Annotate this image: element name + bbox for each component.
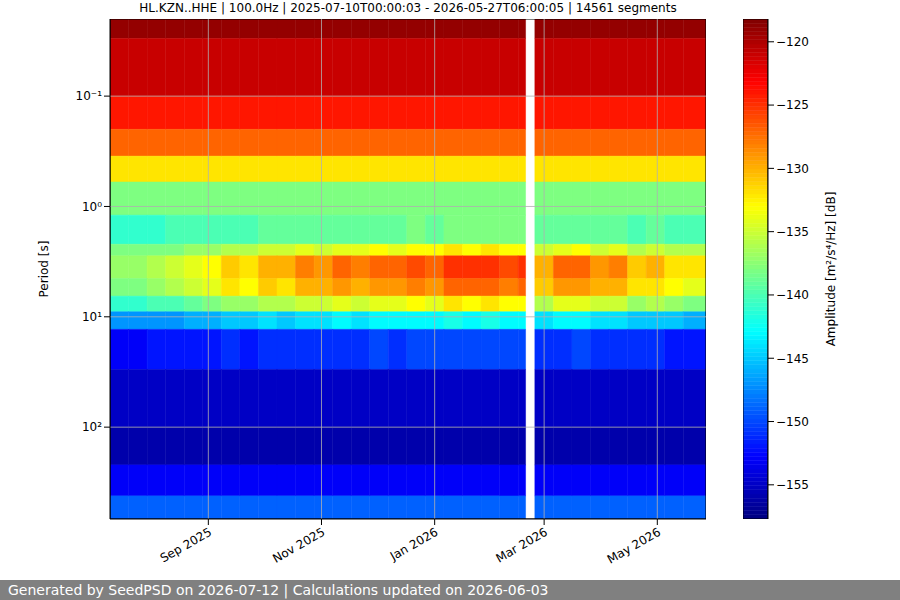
- svg-text:10²: 10²: [82, 420, 102, 434]
- svg-text:10⁻¹: 10⁻¹: [76, 89, 103, 103]
- svg-text:10⁰: 10⁰: [82, 200, 102, 214]
- html-text:Generated by SeedPSD on 2026-0: Generated by SeedPSD on 2026-07-12 | Cal…: [8, 582, 549, 598]
- svg-text:Nov 2025: Nov 2025: [270, 525, 327, 566]
- svg-text:10¹: 10¹: [82, 310, 102, 324]
- svg-text:−130: −130: [776, 162, 809, 176]
- svg-text:−140: −140: [776, 288, 809, 302]
- svg-text:Jan 2026: Jan 2026: [387, 525, 441, 564]
- svg-text:Sep 2025: Sep 2025: [158, 525, 214, 566]
- svg-text:−155: −155: [776, 478, 809, 492]
- svg-text:−125: −125: [776, 98, 809, 112]
- svg-text:Period [s]: Period [s]: [37, 241, 51, 298]
- svg-text:−135: −135: [776, 225, 809, 239]
- svg-text:Mar 2026: Mar 2026: [494, 525, 550, 566]
- svg-text:−150: −150: [776, 415, 809, 429]
- svg-text:−120: −120: [776, 35, 809, 49]
- html-text:Amplitude [m²/s⁴/Hz] [dB]: Amplitude [m²/s⁴/Hz] [dB]: [824, 191, 838, 347]
- svg-text:May 2026: May 2026: [605, 525, 663, 567]
- svg-text:−145: −145: [776, 352, 809, 366]
- html-text:HL.KZN..HHE | 100.0Hz | 2025-0: HL.KZN..HHE | 100.0Hz | 2025-07-10T00:00…: [139, 1, 677, 15]
